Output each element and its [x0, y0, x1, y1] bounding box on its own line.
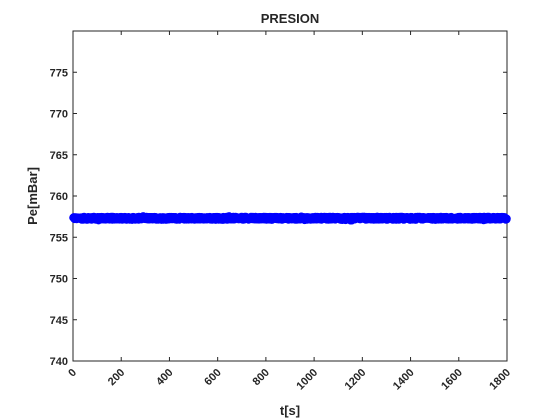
x-tick-label: 200	[106, 367, 127, 388]
x-tick-label: 1400	[391, 367, 417, 393]
x-tick-label: 0	[66, 367, 79, 380]
x-tick-label: 1800	[487, 367, 513, 393]
y-axis-ticks: 740 745 750 755 760 765 770 775	[50, 67, 507, 368]
x-tick-label: 1000	[294, 367, 320, 393]
x-axis-title: t[s]	[280, 403, 300, 418]
y-tick-label: 775	[50, 67, 68, 79]
y-tick-label: 755	[50, 232, 68, 244]
plot-frame	[72, 30, 508, 362]
x-tick-label: 1600	[439, 367, 465, 393]
chart-title: PRESION	[261, 11, 320, 26]
y-tick-label: 770	[50, 109, 68, 121]
x-tick-label: 600	[202, 367, 223, 388]
y-axis-title: Pe[mBar]	[25, 167, 40, 225]
y-tick-label: 740	[50, 356, 68, 368]
y-tick-label: 765	[50, 150, 68, 162]
x-tick-label: 1200	[343, 367, 369, 393]
y-tick-label: 750	[50, 274, 68, 286]
data-points	[69, 212, 511, 225]
x-tick-label: 800	[251, 367, 272, 388]
y-tick-label: 760	[50, 191, 68, 203]
data-point	[503, 214, 511, 223]
plot-area	[69, 30, 511, 362]
y-tick-label: 745	[50, 315, 68, 327]
x-tick-label: 400	[154, 367, 175, 388]
